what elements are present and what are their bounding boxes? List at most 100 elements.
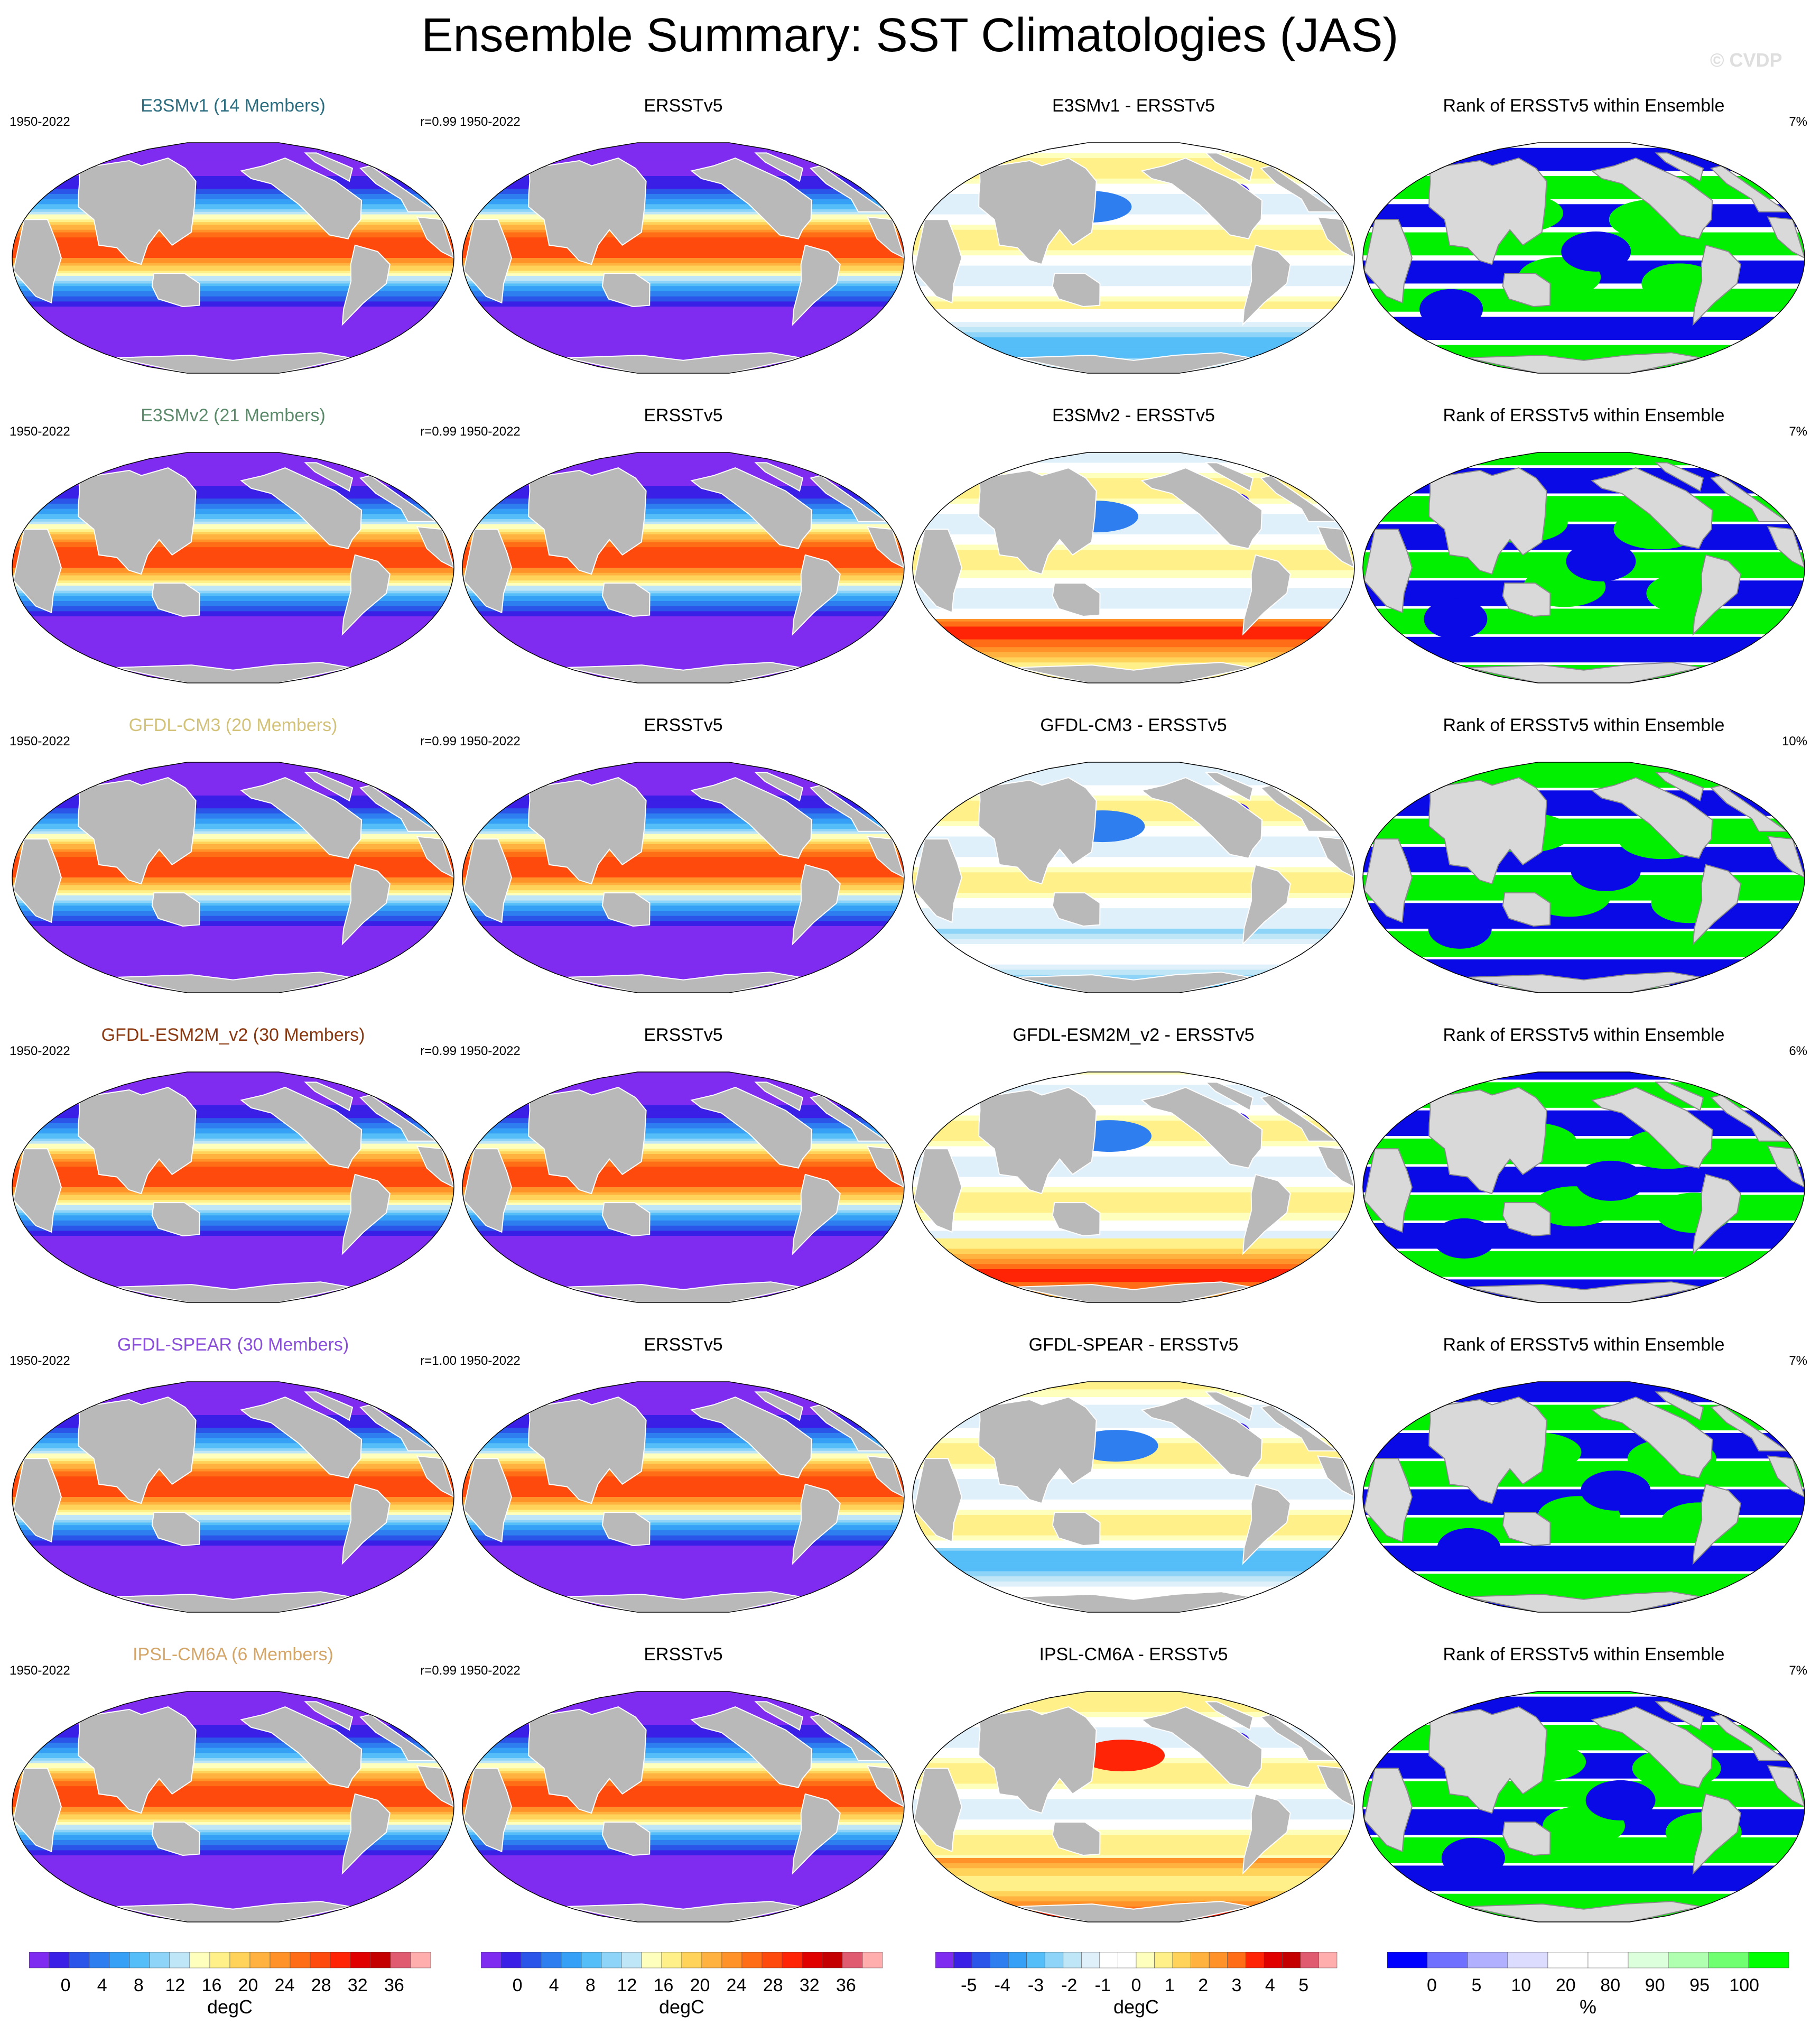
field-band: [462, 1768, 904, 1771]
field-band: [913, 1592, 1354, 1595]
field-band: [1363, 1394, 1805, 1398]
field-band: [12, 831, 454, 835]
field-band: [462, 550, 904, 553]
field-band: [462, 1425, 904, 1428]
field-band: [462, 150, 904, 153]
field-band: [1363, 193, 1805, 197]
field-band: [1363, 1143, 1805, 1147]
field-band: [913, 307, 1354, 310]
field-band: [1363, 618, 1805, 622]
period-label: 1950-2022: [10, 424, 70, 439]
field-band: [12, 764, 454, 768]
field-band: [913, 327, 1354, 330]
field-band: [913, 345, 1354, 348]
field-band: [12, 1269, 454, 1272]
field-band: [913, 944, 1354, 947]
rank-percent-label: 7%: [1789, 1354, 1807, 1368]
field-band: [1363, 455, 1805, 458]
panel-title: Rank of ERSSTv5 within Ensemble: [1443, 1644, 1725, 1665]
field-band: [462, 1443, 904, 1446]
field-band: [462, 1251, 904, 1254]
panel-title: GFDL-ESM2M_v2 - ERSSTv5: [1013, 1025, 1255, 1045]
field-band: [913, 636, 1354, 640]
colorbar-swatch: [1081, 1952, 1100, 1968]
field-band: [462, 452, 904, 456]
field-band: [913, 1571, 1354, 1574]
field-band: [913, 1596, 1354, 1600]
field-band: [913, 329, 1354, 332]
field-band: [12, 201, 454, 205]
field-band: [12, 255, 454, 258]
field-band: [12, 1195, 454, 1198]
field-band: [12, 311, 454, 315]
field-band: [462, 1089, 904, 1093]
field-band: [1363, 1382, 1805, 1385]
colorbar-tick-label: 28: [311, 1975, 331, 1995]
field-band: [12, 1538, 454, 1541]
field-band: [462, 1502, 904, 1505]
field-band: [1363, 143, 1805, 146]
field-band: [462, 1717, 904, 1720]
land-mass: [913, 1458, 962, 1543]
field-band: [12, 829, 454, 832]
field-band: [12, 650, 454, 653]
field-band: [913, 1261, 1354, 1264]
field-band: [12, 916, 454, 919]
field-band: [1363, 521, 1805, 525]
field-band: [462, 588, 904, 591]
field-band: [12, 1561, 454, 1564]
field-band: [913, 964, 1354, 968]
field-band: [12, 178, 454, 182]
colorbar-swatch: [1628, 1952, 1669, 1968]
field-band: [1363, 798, 1805, 801]
field-band: [462, 842, 904, 845]
field-band: [1363, 496, 1805, 499]
field-band: [12, 1497, 454, 1500]
obs-climatology-panel: ERSSTv5 1950-2022: [460, 715, 907, 1016]
field-band: [913, 357, 1354, 361]
field-band: [913, 1251, 1354, 1254]
field-band: [462, 890, 904, 893]
field-band: [1363, 207, 1805, 210]
field-band: [1363, 1860, 1805, 1864]
field-band: [1363, 1141, 1805, 1144]
field-band: [462, 178, 904, 182]
colorbar-swatch: [1227, 1952, 1246, 1968]
field-band: [462, 857, 904, 860]
field-band: [913, 650, 1354, 653]
field-band: [12, 642, 454, 645]
panel-title: E3SMv2 - ERSSTv5: [1052, 405, 1215, 426]
field-band: [913, 888, 1354, 891]
field-band: [12, 1904, 454, 1907]
field-band: [12, 629, 454, 632]
colorbar-swatch: [149, 1952, 170, 1968]
field-band: [12, 1717, 454, 1720]
field-band: [12, 770, 454, 773]
field-band: [462, 788, 904, 791]
field-band: [12, 1443, 454, 1446]
colorbar-swatch: [990, 1952, 1009, 1968]
field-band: [12, 332, 454, 335]
field-band: [1363, 168, 1805, 171]
field-band: [1363, 926, 1805, 929]
field-band: [913, 1279, 1354, 1282]
field-band: [1363, 933, 1805, 937]
field-band: [1363, 788, 1805, 791]
difference-panel: GFDL-CM3 - ERSSTv5: [910, 715, 1357, 1016]
field-band: [462, 1382, 904, 1385]
field-band: [913, 1561, 1354, 1564]
field-band: [462, 281, 904, 284]
field-band: [462, 1853, 904, 1856]
field-band: [462, 158, 904, 161]
field-band: [462, 770, 904, 773]
field-band: [12, 329, 454, 332]
period-label: 1950-2022: [10, 1663, 70, 1678]
field-band: [12, 1564, 454, 1567]
colorbar-tick-label: 16: [654, 1975, 674, 1995]
colorbar-tick-label: 95: [1689, 1975, 1710, 1995]
model-climatology-panel: GFDL-SPEAR (30 Members) 1950-2022 r=1.00: [10, 1334, 457, 1635]
field-band: [913, 1243, 1354, 1246]
field-band: [913, 1422, 1354, 1426]
field-band: [913, 877, 1354, 881]
field-band: [913, 1786, 1354, 1789]
